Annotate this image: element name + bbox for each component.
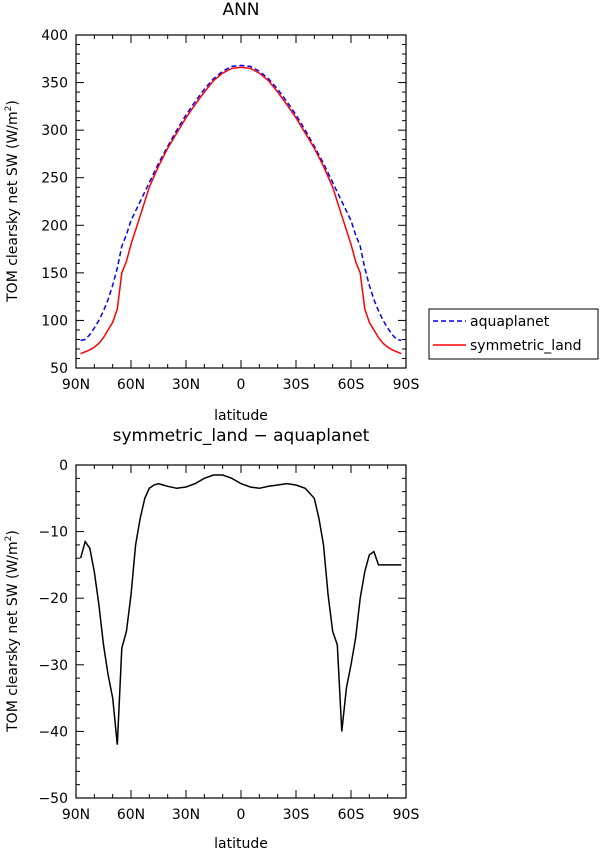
- panel-1-x-axis-label: latitude: [214, 408, 268, 424]
- legend-box: [428, 308, 599, 360]
- panel-1-y-tick-label: 300: [41, 123, 68, 139]
- panel-1-series: [80, 64, 402, 355]
- panel-1-y-tick-label: 200: [41, 218, 68, 234]
- panel-2-y-axis-label: TOM clearsky net SW (W/m2): [4, 530, 21, 733]
- legend-label-symmetric-land: symmetric_land: [470, 338, 582, 354]
- panel-2-x-tick-label: 30N: [172, 807, 200, 823]
- panel-2: symmetric_land − aquaplanet 90N 60N 30N 0 30…: [4, 426, 419, 851]
- panel-2-x-tick-label: 60S: [338, 807, 365, 823]
- panel-2-y-axis-label-tail: ): [5, 530, 21, 535]
- panel-2-ticks: 90N 60N 30N 0 30S 60S 90S −50 −40 −30 −20 −10 0: [38, 458, 419, 823]
- panel-1-x-tick-label: 30S: [283, 377, 310, 393]
- panel-1-y-tick-label: 50: [50, 361, 68, 377]
- panel-1-x-tick-label: 0: [237, 377, 246, 393]
- panel-2-x-tick-label: 0: [237, 807, 246, 823]
- panel-1-x-tick-label: 60N: [117, 377, 145, 393]
- panel-2-y-tick-label: 0: [59, 458, 68, 474]
- panel-2-y-axis-label-sup: 2: [4, 536, 14, 542]
- panel-1-title: ANN: [222, 0, 259, 20]
- panel-2-title: symmetric_land − aquaplanet: [113, 426, 370, 446]
- panel-2-y-tick-label: −40: [38, 724, 68, 740]
- panel-2-y-tick-label: −10: [38, 525, 68, 541]
- panel-1-y-tick-label: 100: [41, 313, 68, 329]
- panel-1-y-tick-label: 250: [41, 171, 68, 187]
- panel-1-series-line-symmetric-land: [80, 66, 402, 355]
- panel-2-x-tick-label: 90N: [62, 807, 90, 823]
- panel-2-y-tick-label: −50: [38, 791, 68, 807]
- panel-2-y-axis-label-main: TOM clearsky net SW (W/m: [5, 541, 21, 733]
- panel-1-x-tick-label: 60S: [338, 377, 365, 393]
- panel-1-y-axis-label-sup: 2: [4, 106, 14, 112]
- panel-1-plot-frame: [75, 34, 407, 369]
- panel-1-x-tick-label: 90S: [393, 377, 420, 393]
- panel-2-series: [79, 474, 402, 745]
- panel-1-ticks: 90N 60N 30N 0 30S 60S 90S 50 100 150 200 250 300 350 4…: [41, 28, 419, 393]
- panel-2-x-tick-label: 60N: [117, 807, 145, 823]
- panel-2-y-tick-label: −20: [38, 591, 68, 607]
- panel-1-y-tick-label: 350: [41, 76, 68, 92]
- panel-1: ANN 90N 60N 30N 0 30S 60S 90S 50 100 150 200 250 300…: [4, 0, 599, 424]
- panel-1-y-axis-label-tail: ): [5, 100, 21, 105]
- legend: aquaplanet symmetric_land: [428, 308, 599, 360]
- panel-1-y-tick-label: 400: [41, 28, 68, 44]
- legend-label-aquaplanet: aquaplanet: [470, 314, 550, 330]
- panel-2-x-axis-label: latitude: [214, 836, 268, 851]
- panel-2-x-tick-label: 30S: [283, 807, 310, 823]
- panel-2-x-tick-label: 90S: [393, 807, 420, 823]
- panel-1-y-tick-label: 150: [41, 266, 68, 282]
- panel-1-x-tick-label: 90N: [62, 377, 90, 393]
- panel-1-x-tick-label: 30N: [172, 377, 200, 393]
- panel-2-y-tick-label: −30: [38, 658, 68, 674]
- panel-1-series-line-aquaplanet: [80, 64, 402, 342]
- panel-1-y-axis-label-main: TOM clearsky net SW (W/m: [5, 111, 21, 303]
- panel-2-series-line-difference: [79, 474, 402, 745]
- panel-1-y-axis-label: TOM clearsky net SW (W/m2): [4, 100, 21, 303]
